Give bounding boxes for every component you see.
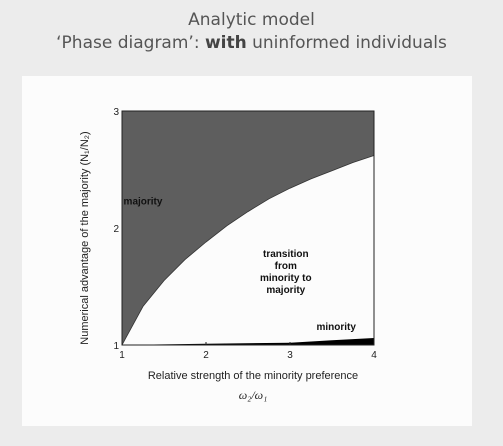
subtitle-prefix: ‘Phase diagram’: [56, 33, 205, 53]
x-tick-label: 2 [203, 350, 209, 361]
plot-frame [121, 110, 375, 346]
y-axis-label: Numerical advantage of the majority (N₁/… [79, 131, 91, 344]
x-ticks: 1 2 3 4 [119, 342, 377, 361]
y-ticks: 1 2 3 [113, 107, 119, 352]
chart-card: 1 2 3 4 1 2 3 majority transition from minority … [22, 76, 472, 426]
subtitle-bold: with [204, 33, 247, 53]
x-axis-label: Relative strength of the minority prefer… [148, 370, 358, 382]
y-tick-label: 2 [113, 224, 119, 235]
majority-boundary-line [121, 155, 375, 346]
y-tick-label: 3 [113, 107, 119, 118]
x-axis-symbol: ω₂/ω₁ [239, 388, 268, 402]
region-label-minority: minority [316, 322, 356, 333]
x-tick-label: 4 [371, 350, 377, 361]
phase-diagram: 1 2 3 4 1 2 3 majority transition from minority … [79, 107, 377, 402]
x-tick-label: 1 [119, 350, 125, 361]
subtitle-suffix: uninformed individuals [246, 33, 447, 53]
majority-region [122, 111, 374, 345]
minority-region [122, 338, 374, 345]
slide-subtitle: ‘Phase diagram’: with uninformed individ… [0, 33, 503, 53]
region-label-majority: majority [124, 197, 163, 208]
y-tick-label: 1 [113, 341, 119, 352]
x-tick-label: 3 [287, 350, 293, 361]
region-label-transition: transition from minority to majority [260, 249, 312, 296]
slide-title: Analytic model [188, 10, 315, 30]
region-labels: majority transition from minority to majorit… [124, 197, 357, 333]
